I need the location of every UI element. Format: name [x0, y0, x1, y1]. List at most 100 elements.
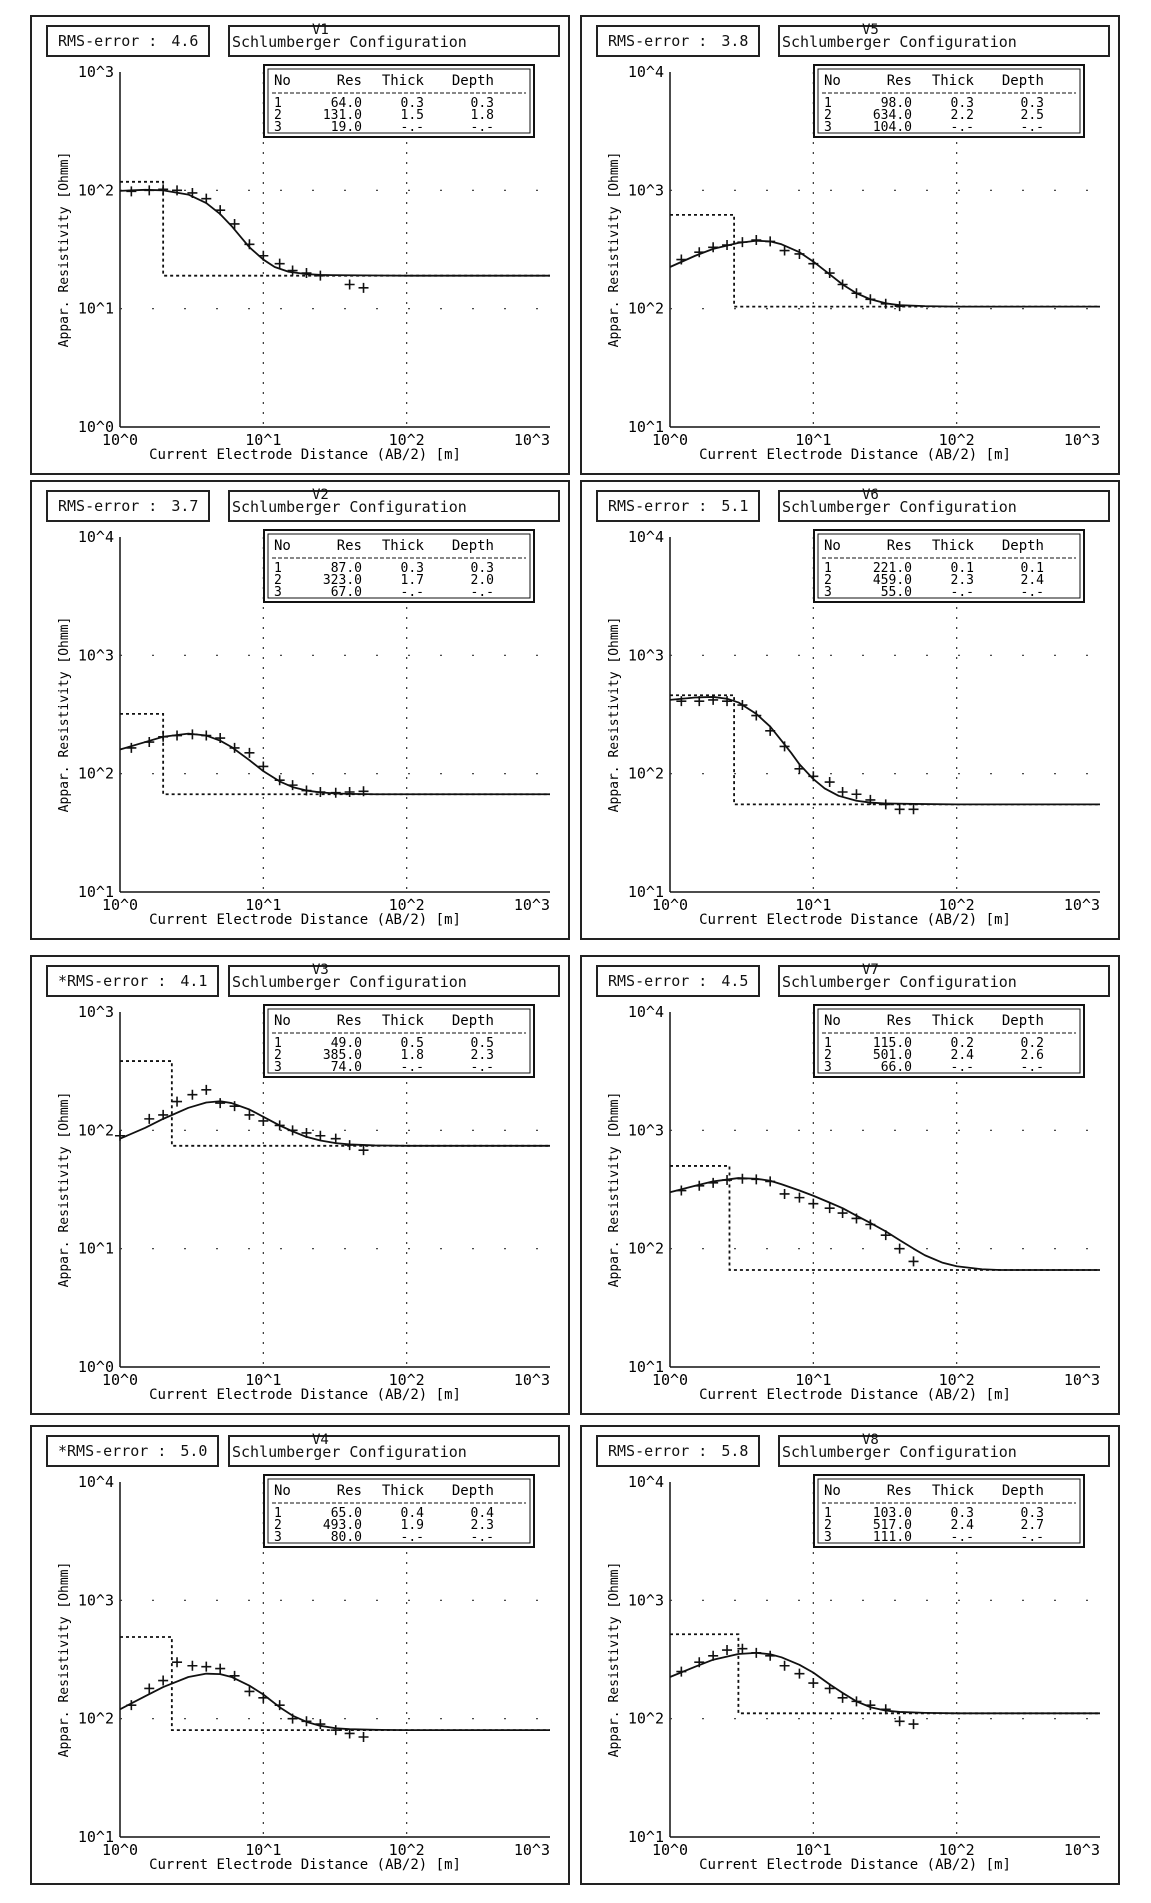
field-data-point — [258, 1692, 269, 1703]
layer-table-cell: 3 — [824, 1060, 832, 1075]
y-tick-label: 10^2 — [628, 1710, 664, 1728]
y-tick-label: 10^4 — [628, 63, 664, 81]
x-tick-label: 10^2 — [939, 1841, 975, 1859]
y-tick-label: 10^1 — [628, 883, 664, 901]
x-axis-label: Current Electrode Distance (AB/2) [m] — [699, 447, 1011, 463]
field-data-point — [694, 696, 705, 707]
layer-table-cell: 3 — [274, 120, 282, 135]
field-data-point — [358, 1731, 369, 1742]
layer-table-frame — [813, 529, 1085, 603]
field-data-point — [344, 1140, 355, 1151]
y-axis-label: Appar. Resistivity [Ohmm] — [57, 617, 72, 813]
layer-table-cell: 104.0 — [873, 120, 912, 135]
layer-table-inner-frame — [267, 533, 531, 599]
field-data-point — [330, 1725, 341, 1736]
model-curve-line — [119, 188, 550, 277]
layer-table-cell: 3 — [824, 1530, 832, 1545]
sounding-name: V5 — [862, 22, 879, 38]
rms-error-value: 5.0 — [180, 1442, 208, 1460]
chart-svg: 10^0 10^1 10^2 10^310^110^210^310^4Current … — [607, 1473, 1100, 1873]
layer-table-header: Thick — [932, 73, 975, 89]
sounding-name: V3 — [312, 962, 329, 978]
sounding-panel-v5: RMS-error : 3.8 Schlumberger Configuration… — [580, 15, 1120, 475]
layer-table-cell: 0.3 — [471, 561, 494, 576]
x-tick-label: 10^0 — [652, 1371, 688, 1389]
field-data-point — [229, 218, 240, 229]
layer-table-header: No — [274, 538, 291, 554]
layer-table-cell: 66.0 — [881, 1060, 912, 1075]
y-axis-label: Appar. Resistivity [Ohmm] — [57, 152, 72, 348]
field-data-point — [694, 247, 705, 258]
layer-table-cell: 0.5 — [401, 1036, 424, 1051]
field-data-point — [144, 737, 155, 748]
title-box — [778, 490, 1110, 522]
x-tick-label: 10^1 — [245, 896, 281, 914]
rms-error-label: *RMS-error : — [58, 972, 167, 990]
rms-error-value: 4.5 — [721, 972, 749, 990]
field-data-point — [144, 185, 155, 196]
y-axis-label: Appar. Resistivity [Ohmm] — [607, 1092, 622, 1288]
x-tick-label: 10^1 — [795, 1371, 831, 1389]
field-data-point — [694, 1657, 705, 1668]
layer-table-header: Depth — [1002, 1483, 1044, 1499]
field-data-point — [301, 785, 312, 796]
field-data-point — [187, 1660, 198, 1671]
rms-error-label: RMS-error : — [608, 972, 708, 990]
field-data-point — [708, 1650, 719, 1661]
layer-table-cell: 0.1 — [951, 561, 974, 576]
field-data-point — [779, 741, 790, 752]
field-data-point — [908, 1719, 919, 1730]
layer-table-frame — [263, 64, 535, 138]
config-title: Schlumberger Configuration — [782, 498, 1017, 516]
x-tick-label: 10^1 — [245, 1371, 281, 1389]
layer-table-header: No — [274, 1483, 291, 1499]
config-title: Schlumberger Configuration — [232, 1443, 467, 1461]
field-data-point — [808, 258, 819, 269]
layer-table-cell: 55.0 — [881, 585, 912, 600]
layer-table-header: Thick — [382, 1013, 425, 1029]
x-axis-label: Current Electrode Distance (AB/2) [m] — [149, 912, 461, 928]
layer-table-cell: 115.0 — [873, 1036, 912, 1051]
field-data-point — [765, 725, 776, 736]
config-title: Schlumberger Configuration — [782, 1443, 1017, 1461]
field-data-point — [244, 239, 255, 250]
field-data-point — [837, 279, 848, 290]
field-data-point — [880, 1230, 891, 1241]
field-data-point — [894, 1243, 905, 1254]
chart-svg: 10^0 10^1 10^2 10^310^110^210^310^4Current … — [607, 528, 1100, 928]
layer-model-line — [670, 1633, 1100, 1715]
layer-table: No Res Thick Depth 1 115.0 0.2 0.2 2 501.0 2.4 2.6 3… — [813, 1004, 1085, 1078]
x-tick-label: 10^0 — [652, 1841, 688, 1859]
field-data-point — [751, 1647, 762, 1658]
title-box — [778, 25, 1110, 57]
layer-table-cell: 1 — [274, 96, 282, 111]
layer-table-frame — [813, 1004, 1085, 1078]
title-box — [228, 490, 560, 522]
layer-table: No Res Thick Depth 1 87.0 0.3 0.3 2 323.0 1.7 2.0 3 6… — [263, 529, 535, 603]
layer-table-header: Res — [887, 1483, 912, 1499]
config-title: Schlumberger Configuration — [232, 33, 467, 51]
y-tick-label: 10^1 — [628, 418, 664, 436]
field-data-point — [794, 1192, 805, 1203]
layer-table-cell: -.- — [1021, 1530, 1044, 1545]
field-data-point — [215, 1663, 226, 1674]
y-tick-label: 10^1 — [78, 300, 114, 318]
layer-table-cell: 0.3 — [951, 96, 974, 111]
rms-error-value: 3.7 — [171, 497, 199, 515]
layer-table-cell: 1 — [824, 1036, 832, 1051]
field-data-point — [737, 1643, 748, 1654]
config-title: Schlumberger Configuration — [232, 973, 467, 991]
field-data-point — [201, 1661, 212, 1672]
config-title: Schlumberger Configuration — [782, 33, 1017, 51]
layer-table-cell: 3 — [274, 585, 282, 600]
layer-table-cell: 2.2 — [951, 108, 974, 123]
sounding-panel-v3: *RMS-error : 4.1 Schlumberger Configuratio… — [30, 955, 570, 1415]
field-data-point — [676, 696, 687, 707]
field-data-point — [287, 780, 298, 791]
field-data-point — [737, 1173, 748, 1184]
layer-table-cell: 1 — [824, 1506, 832, 1521]
x-tick-label: 10^3 — [514, 1371, 550, 1389]
layer-model-line — [670, 1165, 1100, 1271]
field-data-point — [865, 794, 876, 805]
field-data-point — [187, 1089, 198, 1100]
